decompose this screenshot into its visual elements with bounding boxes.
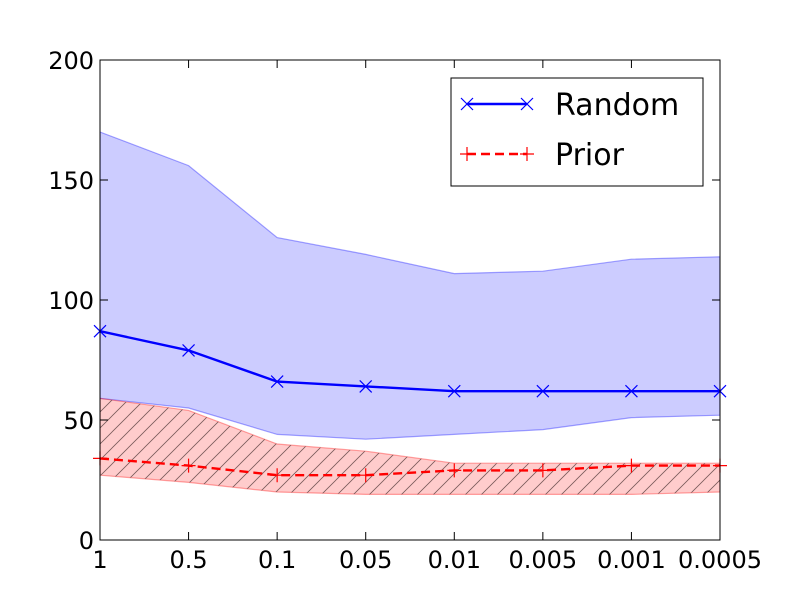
marker-random-2 — [270, 375, 284, 389]
legend-marker-random — [460, 97, 474, 111]
y-tick-label: 50 — [63, 407, 94, 435]
legend-marker-prior — [460, 147, 474, 161]
x-tick-label: 0.01 — [428, 546, 481, 574]
legend-label-prior: Prior — [555, 138, 625, 173]
x-tick-label: 1 — [92, 546, 107, 574]
legend-label-random: Random — [555, 88, 679, 123]
y-axis-ticks: 0 50 100 150 200 — [48, 47, 720, 555]
marker-prior-3 — [358, 468, 373, 483]
x-tick-label: 0.005 — [508, 546, 577, 574]
marker-prior-6 — [624, 458, 639, 473]
legend-marker-random — [520, 97, 534, 111]
band-random — [100, 131, 720, 440]
marker-random-3 — [359, 379, 373, 393]
y-tick-label: 0 — [79, 527, 94, 555]
marker-random-1 — [182, 343, 195, 357]
x-axis-ticks: 1 0.5 0.1 0.05 0.01 0.005 0.001 0.0005 — [92, 60, 762, 574]
marker-random-6 — [625, 384, 638, 398]
marker-random-4 — [447, 384, 461, 398]
x-tick-label: 0.0005 — [678, 546, 762, 574]
x-tick-label: 0.05 — [339, 546, 392, 574]
series-lines — [100, 330, 720, 477]
marker-prior-2 — [270, 468, 285, 483]
legend-box — [450, 77, 704, 187]
marker-prior-5 — [535, 463, 550, 478]
marker-prior-1 — [181, 458, 196, 473]
y-tick-label: 200 — [48, 47, 94, 75]
x-tick-label: 0.1 — [258, 546, 296, 574]
y-tick-label: 100 — [48, 287, 94, 315]
line-prior — [100, 457, 720, 477]
x-tick-label: 0.001 — [597, 546, 666, 574]
legend-marker-prior — [520, 147, 534, 161]
marker-prior-4 — [447, 463, 462, 478]
legend: Random Prior — [450, 77, 704, 187]
marker-random-5 — [536, 384, 550, 398]
x-tick-label: 0.5 — [169, 546, 207, 574]
line-random — [100, 330, 720, 393]
y-tick-label: 150 — [48, 167, 94, 195]
